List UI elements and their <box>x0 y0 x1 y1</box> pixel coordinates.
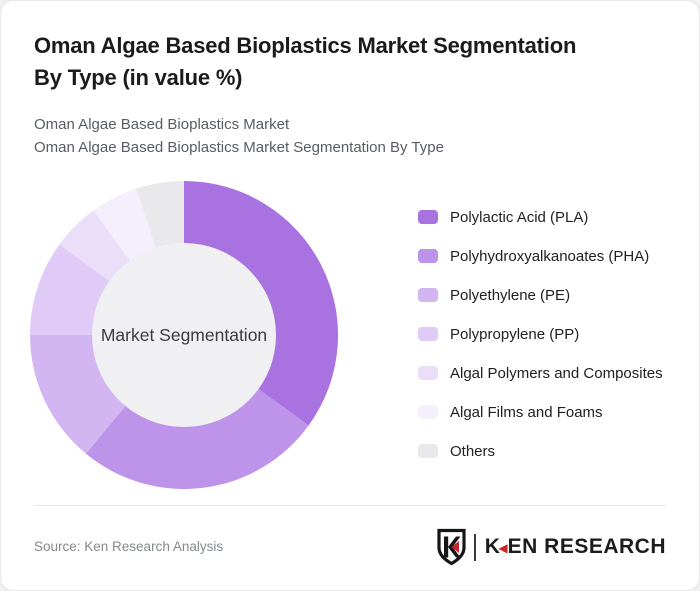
logo-separator <box>473 533 476 561</box>
chart-legend: Polylactic Acid (PLA) Polyhydroxyalkanoa… <box>418 208 663 460</box>
legend-label: Polyethylene (PE) <box>450 286 571 304</box>
legend-swatch-pe <box>418 288 438 302</box>
legend-item-pla: Polylactic Acid (PLA) <box>418 208 663 226</box>
source-text: Source: Ken Research Analysis <box>34 539 224 554</box>
legend-swatch-others <box>418 444 438 458</box>
donut-chart-svg <box>30 181 338 489</box>
subtitle-block: Oman Algae Based Bioplastics Market Oman… <box>34 113 444 159</box>
donut-chart: Market Segmentation <box>30 181 338 489</box>
legend-item-pe: Polyethylene (PE) <box>418 286 663 304</box>
legend-item-pp: Polypropylene (PP) <box>418 325 663 343</box>
ken-research-shield-icon <box>437 528 466 566</box>
legend-label: Algal Polymers and Composites <box>450 364 663 382</box>
legend-swatch-pp <box>418 327 438 341</box>
legend-item-algal-films: Algal Films and Foams <box>418 403 663 421</box>
footer-divider <box>34 505 666 506</box>
title-line-1: Oman Algae Based Bioplastics Market Segm… <box>34 33 577 58</box>
red-triangle-icon: ◀ <box>498 541 508 555</box>
donut-inner-circle <box>92 243 276 427</box>
legend-label: Polyhydroxyalkanoates (PHA) <box>450 247 650 265</box>
ken-research-logo: K◀EN RESEARCH <box>436 527 666 567</box>
wordmark-k: K <box>484 535 501 558</box>
legend-swatch-pha <box>418 249 438 263</box>
subtitle-line-2: Oman Algae Based Bioplastics Market Segm… <box>34 139 444 156</box>
title-line-2: By Type (in value %) <box>34 65 243 90</box>
legend-label: Polypropylene (PP) <box>450 325 580 343</box>
ken-research-wordmark: K◀EN RESEARCH <box>485 535 666 559</box>
legend-label: Others <box>450 442 496 460</box>
legend-item-algal-polymers: Algal Polymers and Composites <box>418 364 663 382</box>
page-title: Oman Algae Based Bioplastics Market Segm… <box>34 30 576 94</box>
legend-swatch-algal-polymers <box>418 366 438 380</box>
subtitle-line-1: Oman Algae Based Bioplastics Market <box>34 116 290 133</box>
legend-item-pha: Polyhydroxyalkanoates (PHA) <box>418 247 663 265</box>
legend-label: Algal Films and Foams <box>450 403 603 421</box>
wordmark-rest: EN RESEARCH <box>507 535 666 558</box>
legend-label: Polylactic Acid (PLA) <box>450 208 589 226</box>
legend-swatch-algal-films <box>418 405 438 419</box>
legend-item-others: Others <box>418 442 663 460</box>
legend-swatch-pla <box>418 210 438 224</box>
